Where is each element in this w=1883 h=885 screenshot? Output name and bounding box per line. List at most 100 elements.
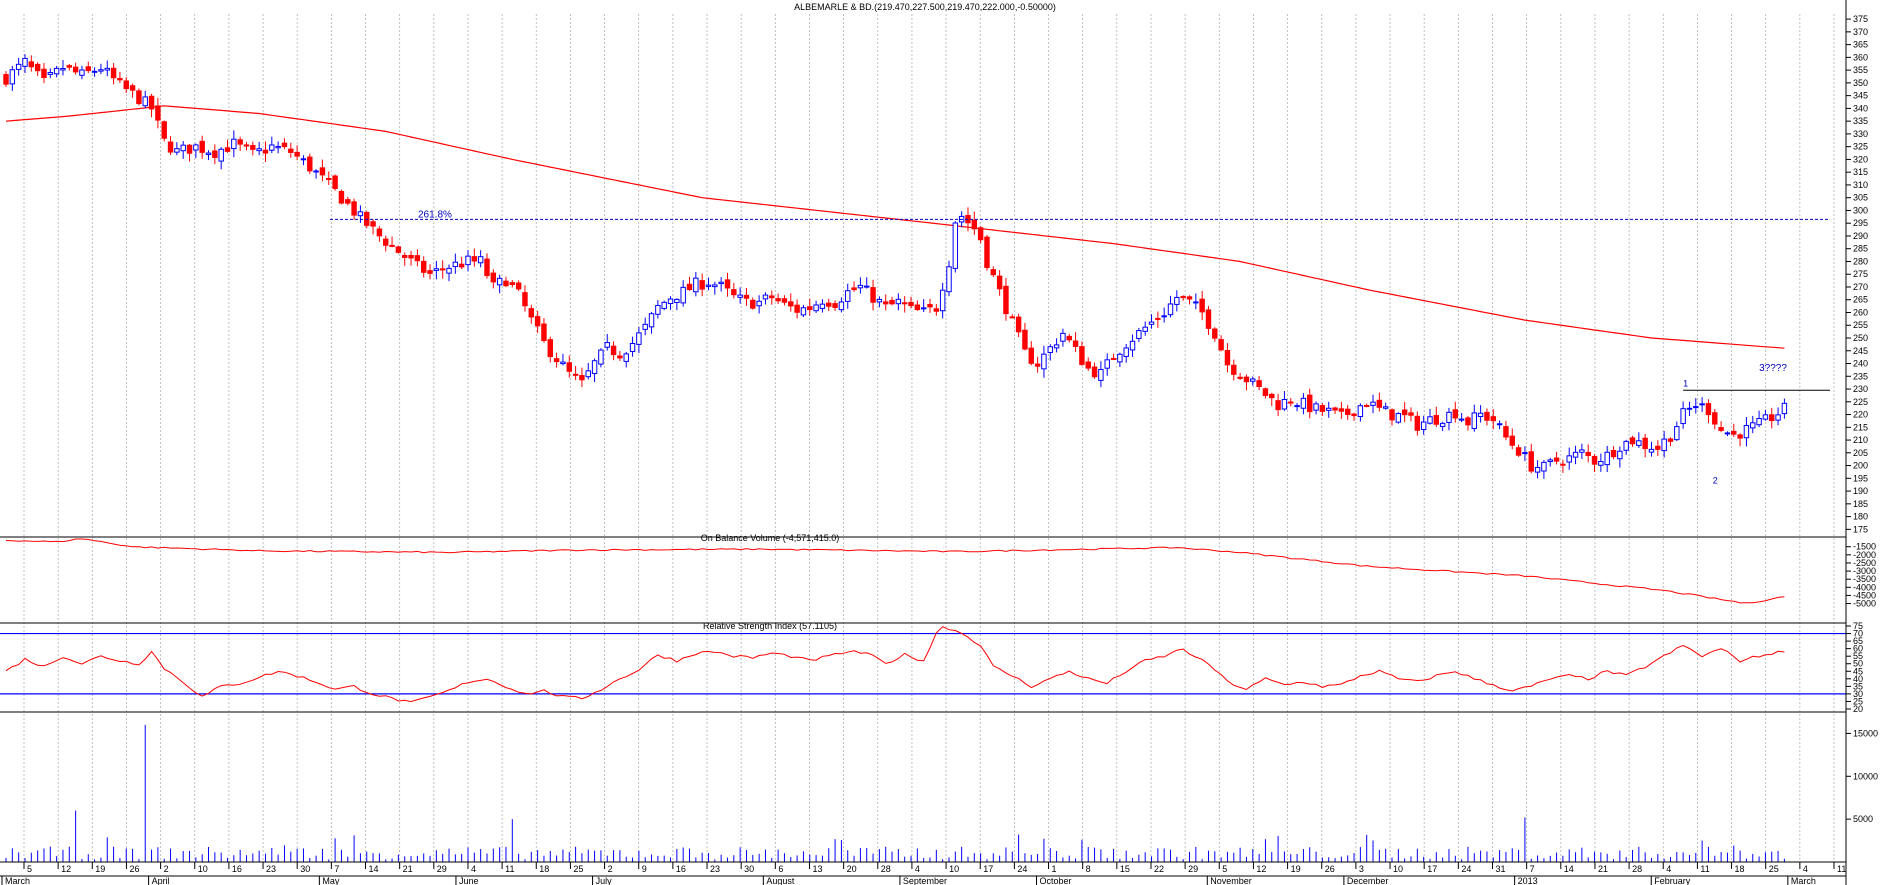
candlestick-series xyxy=(3,54,1788,479)
candle xyxy=(1085,357,1091,371)
candle-body xyxy=(110,67,117,79)
candle xyxy=(1003,278,1009,321)
y-tick-label: 350 xyxy=(1853,78,1868,88)
candle-body xyxy=(490,272,497,283)
date-tick-label: 23 xyxy=(710,864,720,874)
candle xyxy=(1490,409,1496,430)
y-tick-label: 275 xyxy=(1853,269,1868,279)
y-tick-label: -2500 xyxy=(1853,558,1876,568)
candle xyxy=(250,141,256,156)
date-tick-label: 19 xyxy=(95,864,105,874)
candle xyxy=(1427,408,1433,425)
candle xyxy=(503,276,509,288)
candle-body xyxy=(693,277,699,293)
date-tick-label: 17 xyxy=(983,864,993,874)
month-label: February xyxy=(1654,876,1691,885)
candle xyxy=(851,281,857,292)
y-tick-label: 365 xyxy=(1853,40,1868,50)
candle xyxy=(383,235,389,252)
y-tick-label: 245 xyxy=(1853,346,1868,356)
candle xyxy=(60,60,66,76)
candle-body xyxy=(237,139,243,145)
y-tick-label: 250 xyxy=(1853,333,1868,343)
candle-body xyxy=(72,66,79,73)
candle xyxy=(572,366,579,381)
candle xyxy=(1724,431,1731,437)
candle-body xyxy=(522,292,528,307)
candle xyxy=(1414,411,1421,436)
candle xyxy=(1174,290,1180,312)
candle-body xyxy=(1648,448,1655,453)
candle-body xyxy=(807,306,813,311)
candle xyxy=(1750,415,1756,434)
candle-body xyxy=(408,254,414,259)
date-tick-label: 17 xyxy=(1427,864,1437,874)
candle xyxy=(864,277,870,289)
wave-label-2: 2 xyxy=(1713,475,1718,485)
candle-body xyxy=(1085,361,1091,369)
candle-body xyxy=(104,67,110,71)
candle-body xyxy=(1737,434,1743,439)
candle xyxy=(1129,334,1136,357)
candle-body xyxy=(1572,451,1579,458)
candle xyxy=(1756,410,1762,428)
obv-y-axis: -1500-2000-2500-3000-3500-4000-4500-5000 xyxy=(1846,542,1876,609)
candle xyxy=(1452,401,1459,423)
candle xyxy=(509,280,516,288)
candle-body xyxy=(85,66,91,72)
candle-body xyxy=(1667,438,1674,442)
date-tick-label: 16 xyxy=(676,864,686,874)
candle xyxy=(1553,451,1560,465)
candle-body xyxy=(250,145,256,150)
candle xyxy=(1028,341,1034,366)
candle xyxy=(326,171,332,185)
candle xyxy=(870,279,876,311)
y-tick-label: 315 xyxy=(1853,167,1868,177)
candle xyxy=(724,272,731,297)
candle xyxy=(661,300,667,311)
date-tick-label: 26 xyxy=(129,864,139,874)
date-x-axis: 5 12 19 26 2 10 16 23 30 7 14 21 29 4 11 18 25 2 9 16 23 30 6 1… xyxy=(1,862,1846,885)
candle xyxy=(604,333,610,351)
candle xyxy=(72,62,79,75)
candle xyxy=(1123,343,1129,363)
date-tick-label: 31 xyxy=(1495,864,1505,874)
candle xyxy=(1231,359,1237,381)
candle xyxy=(1477,405,1484,423)
candle-body xyxy=(882,301,889,305)
date-tick-label: 10 xyxy=(949,864,959,874)
candle xyxy=(1465,415,1471,431)
candle-body xyxy=(775,298,781,302)
candle-body xyxy=(1484,411,1490,421)
y-tick-label: 345 xyxy=(1853,91,1868,101)
month-label: April xyxy=(152,876,170,885)
candle-body xyxy=(946,266,952,293)
y-tick-label: 360 xyxy=(1853,52,1868,62)
candle xyxy=(794,299,800,319)
candle-body xyxy=(1617,450,1623,460)
candle-body xyxy=(585,370,591,378)
candle xyxy=(1326,401,1332,418)
candle xyxy=(882,294,889,311)
date-tick-label: 1 xyxy=(1052,864,1057,874)
candle-body xyxy=(1515,447,1522,456)
candle-body xyxy=(1724,432,1731,435)
candle xyxy=(522,285,528,312)
candle-body xyxy=(1370,401,1376,406)
candle-body xyxy=(832,303,838,308)
candle-body xyxy=(389,244,395,247)
candle-body xyxy=(1110,357,1117,360)
wave-label-1: 1 xyxy=(1683,378,1688,388)
candle xyxy=(3,71,9,88)
candle xyxy=(920,299,927,313)
candle xyxy=(1680,401,1686,429)
candle-body xyxy=(750,299,756,309)
candle-body xyxy=(262,149,269,154)
date-tick-label: 29 xyxy=(437,864,447,874)
candle-body xyxy=(281,142,288,148)
candle-body xyxy=(148,95,155,110)
y-tick-label: 220 xyxy=(1853,410,1868,420)
rsi-panel: Relative Strength Index (57.1105) 202530… xyxy=(0,621,1863,714)
candle-body xyxy=(553,358,560,363)
candle-body xyxy=(781,298,788,303)
